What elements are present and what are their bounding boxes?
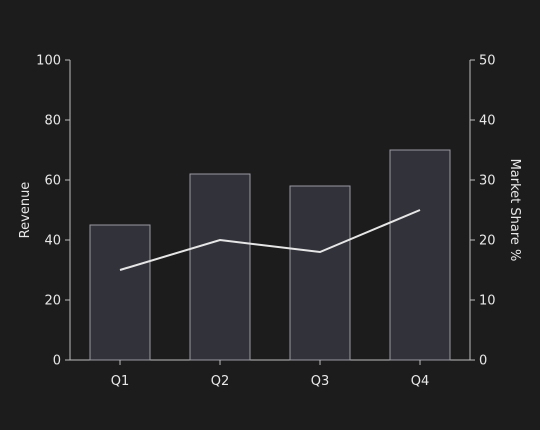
bar-q2 (189, 173, 251, 361)
x-tick-label: Q1 (111, 374, 130, 389)
x-tick-label: Q4 (411, 374, 430, 389)
y-tick-label: 0 (53, 354, 61, 369)
line-group (119, 209, 421, 271)
y-tick-label: 80 (44, 114, 61, 129)
bar-q4 (389, 149, 451, 361)
y2-tick-label: 20 (479, 234, 496, 249)
y2-tick-label: 30 (479, 174, 496, 189)
y2-axis-title: Market Share % (507, 159, 522, 262)
y2-tick-label: 10 (479, 294, 496, 309)
market-share-line (119, 209, 421, 271)
x-tick-label: Q3 (311, 374, 330, 389)
y-tick-label: 60 (44, 174, 61, 189)
y-tick-label: 40 (44, 234, 61, 249)
bar-q3 (289, 185, 351, 361)
y2-tick-label: 50 (479, 54, 496, 69)
y-tick-label: 20 (44, 294, 61, 309)
y2-tick-label: 0 (479, 354, 487, 369)
y-axis-title: Revenue (18, 182, 33, 239)
y-tick-label: 100 (36, 54, 61, 69)
bars-group (89, 149, 451, 361)
x-tick-label: Q2 (211, 374, 230, 389)
bar-q1 (89, 224, 151, 361)
ticks-group: 0 20 40 60 80 100 0 10 20 30 40 50 Q1 Q2 Q3 Q4 (36, 54, 495, 390)
y2-tick-label: 40 (479, 114, 496, 129)
